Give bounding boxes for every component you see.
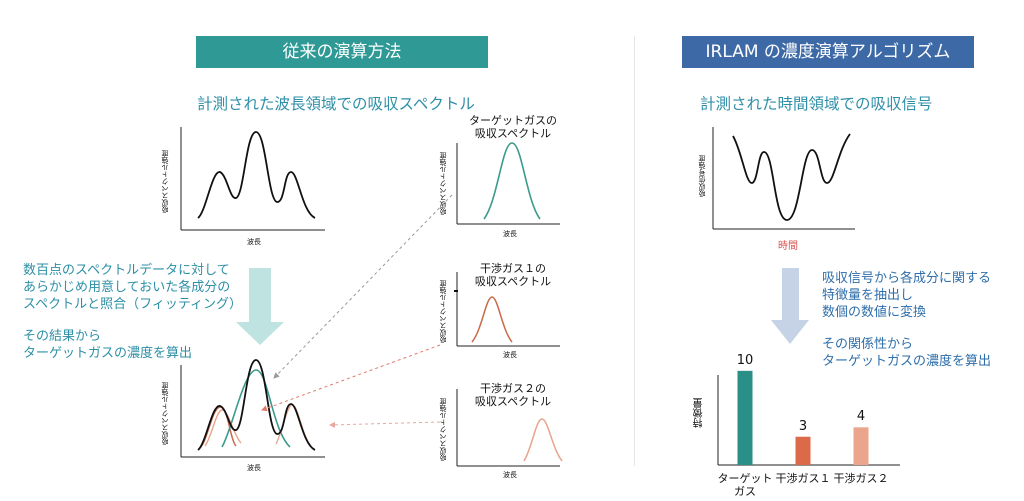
fitting-line-1: 数百点のスペクトルデータに対して [23,263,230,278]
target-gas-title-line-2: 吸収スペクトル [474,127,552,140]
blue-down-arrow [771,268,809,344]
interferer2-spectrum-curve [523,418,563,462]
irlam-algorithm-banner: IRLAM の濃度演算アルゴリズム [682,36,974,68]
fitting-result-line-2: ターゲットガスの濃度を算出 [23,346,193,361]
interferer2-title-line-2: 吸収スペクトル [474,395,552,408]
time-signal-x-label: 時間 [778,241,798,252]
feature-bar [795,436,811,465]
interferer1-dashed-arrow [261,344,441,412]
target-gas-chart-title: ターゲットガスの 吸収スペクトル [463,114,563,140]
interferer1-chart-axes [456,272,560,347]
fitting-result-axes [180,365,325,458]
feature-line-3: 数個の数値に変換 [822,305,927,320]
feature-line-2: 特徴量を抽出し [822,288,914,303]
teal-down-arrow [236,268,284,345]
interferer1-x-label: 波長 [503,351,517,359]
wavelength-spectrum-subtitle: 計測された波長領域での吸収スペクトル [197,95,475,113]
feature-bar-y-label: 特徴量 [694,398,705,428]
interferer2-dashed-arrow [329,421,441,428]
fitting-result-y-label: 吸収スペクトル強度 [161,382,169,445]
time-signal-curve [732,133,851,221]
time-signal-y-label: 吸収信号強度 [698,155,706,197]
time-signal-axes [712,127,855,230]
feature-line-1: 吸収信号から各成分に関する [822,271,992,286]
bar-value-label: 10 [736,352,754,368]
interferer1-marker [454,290,458,292]
bar-value-label: 4 [856,409,866,425]
measured-spectrum-x-label: 波長 [247,238,261,246]
interferer1-title-line-1: 干渉ガス１の [480,262,546,275]
interferer2-x-label: 波長 [503,471,517,479]
interferer2-title-line-1: 干渉ガス２の [480,382,546,395]
relation-result-text: その関係性から ターゲットガスの濃度を算出 [822,336,991,370]
feature-bar [737,370,753,465]
fitting-target-curve [221,369,291,448]
section-divider [634,36,635,466]
target-gas-y-label: 吸収スペクトル強度 [439,152,447,215]
target-gas-spectrum-curve [483,142,541,220]
interferer2-chart-title: 干渉ガス２の 吸収スペクトル [463,382,563,408]
fitting-description: 数百点のスペクトルデータに対して あらかじめ用意しておいた各成分の スペクトルと… [23,262,242,313]
fitting-line-3: スペクトルと照合（フィッティング） [23,297,243,312]
target-gas-title-line-1: ターゲットガスの [469,114,557,127]
interferer2-chart-axes [456,389,560,467]
interferer1-chart-title: 干渉ガス１の 吸収スペクトル [463,262,563,288]
interferer2-y-label: 吸収スペクトル強度 [439,398,447,461]
time-signal-subtitle: 計測された時間領域での吸収信号 [700,95,933,113]
fitting-result-line-1: その結果から [23,329,102,344]
measured-spectrum-y-label: 吸収スペクトル強度 [161,150,169,213]
bar-category-label: 干渉ガス１ [775,472,831,485]
fitting-measured-curve [197,359,316,451]
fitting-line-2: あらかじめ用意しておいた各成分の [23,280,231,295]
bar-category-label: 干渉ガス２ [833,472,889,485]
target-gas-x-label: 波長 [503,230,517,238]
feature-extraction-text: 吸収信号から各成分に関する 特徴量を抽出し 数個の数値に変換 [822,270,991,321]
feature-bars [737,370,869,465]
target-dashed-arrow [273,194,453,379]
fitting-result-text: その結果から ターゲットガスの濃度を算出 [23,328,192,362]
interferer1-y-label: 吸収スペクトル強度 [439,280,447,343]
interferer1-spectrum-curve [471,296,513,343]
fitting-interferer1-curve [199,406,237,449]
fitting-interferer2-curve [204,409,242,447]
fitting-result-x-label: 波長 [247,464,261,472]
target-gas-chart-axes [456,143,560,225]
feature-bar [853,427,869,465]
measured-spectrum-curve [197,131,316,219]
interferer1-title-line-2: 吸収スペクトル [474,275,552,288]
conventional-method-banner: 従来の演算方法 [196,36,488,68]
bar-value-label: 3 [798,418,808,434]
measured-spectrum-axes [180,127,325,231]
relation-line-1: その関係性から [822,337,914,352]
bar-category-label: ターゲット ガス [717,472,773,498]
relation-line-2: ターゲットガスの濃度を算出 [822,354,992,369]
